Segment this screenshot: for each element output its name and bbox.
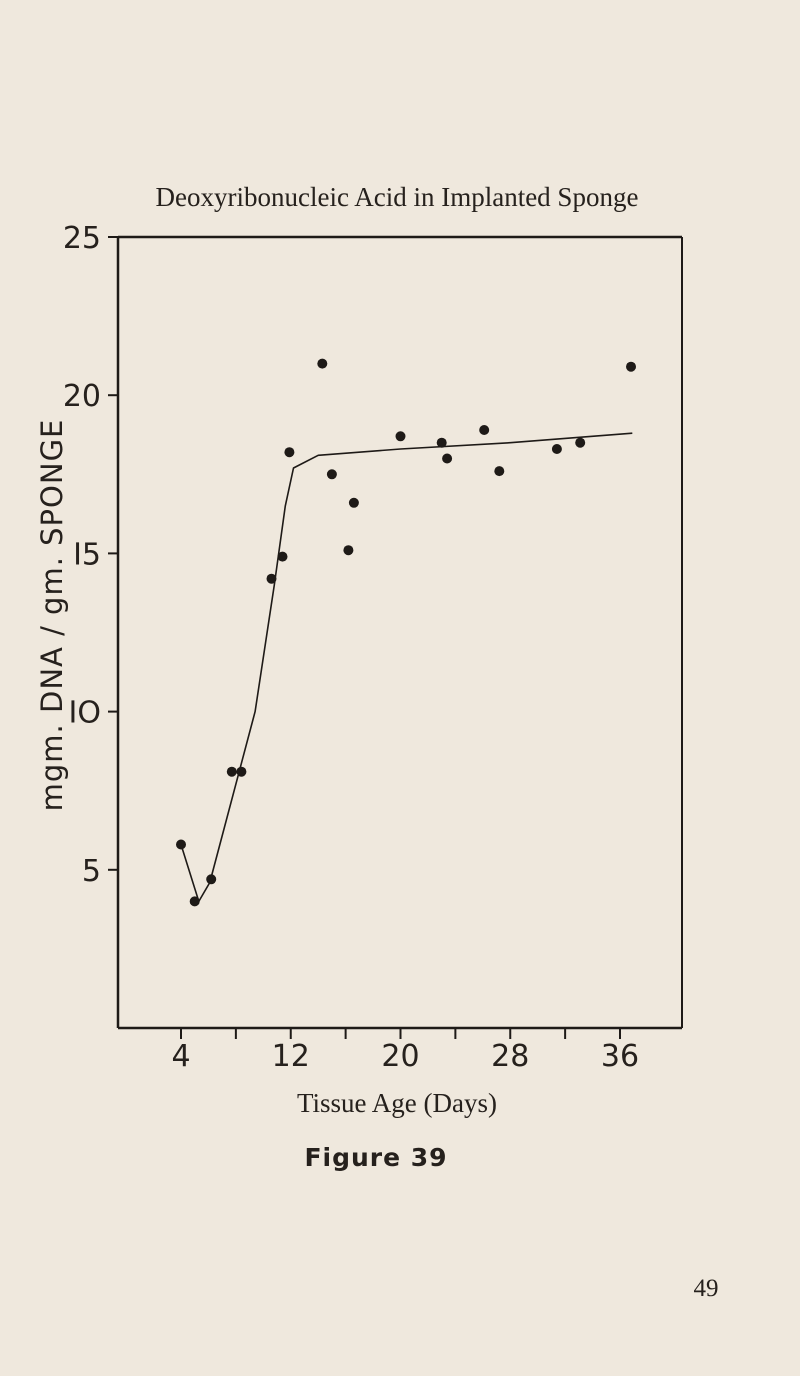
data-point <box>317 358 328 369</box>
page-number: 49 <box>694 1275 719 1302</box>
data-point <box>479 425 490 435</box>
data-point <box>277 551 288 562</box>
data-point <box>284 447 295 458</box>
x-tick-label: 12 <box>272 1039 310 1074</box>
data-point <box>343 545 354 556</box>
data-point <box>395 431 406 442</box>
x-axis-label: Tissue Age (Days) <box>297 1088 497 1118</box>
x-tick-label: 20 <box>381 1039 419 1074</box>
chart-title: Deoxyribonucleic Acid in Implanted Spong… <box>156 182 639 212</box>
x-tick-label: 28 <box>491 1039 529 1074</box>
y-tick-label: 25 <box>63 221 101 256</box>
data-point <box>176 839 186 850</box>
y-tick-label: IO <box>69 696 101 731</box>
data-point <box>326 469 337 480</box>
data-point <box>436 437 447 448</box>
y-tick-label: 20 <box>63 379 101 414</box>
data-point <box>494 466 505 477</box>
data-point <box>206 874 217 885</box>
axes <box>116 235 683 1030</box>
data-point <box>348 497 359 508</box>
y-tick-label: 5 <box>82 854 101 889</box>
data-point <box>226 766 237 777</box>
data-point <box>442 453 453 464</box>
data-point <box>189 896 200 907</box>
x-tick-label: 36 <box>601 1039 639 1074</box>
data-point <box>575 437 586 448</box>
x-tick-label: 4 <box>171 1039 190 1074</box>
y-tick-label: I5 <box>73 537 101 572</box>
figure-caption: Figure 39 <box>304 1143 447 1172</box>
data-point <box>626 361 636 372</box>
data-point <box>551 444 562 454</box>
fit-curve <box>180 432 633 903</box>
y-axis-label: mgm. DNA / gm. SPONGE <box>35 419 69 812</box>
data-point <box>266 573 277 584</box>
data-point <box>236 766 247 777</box>
